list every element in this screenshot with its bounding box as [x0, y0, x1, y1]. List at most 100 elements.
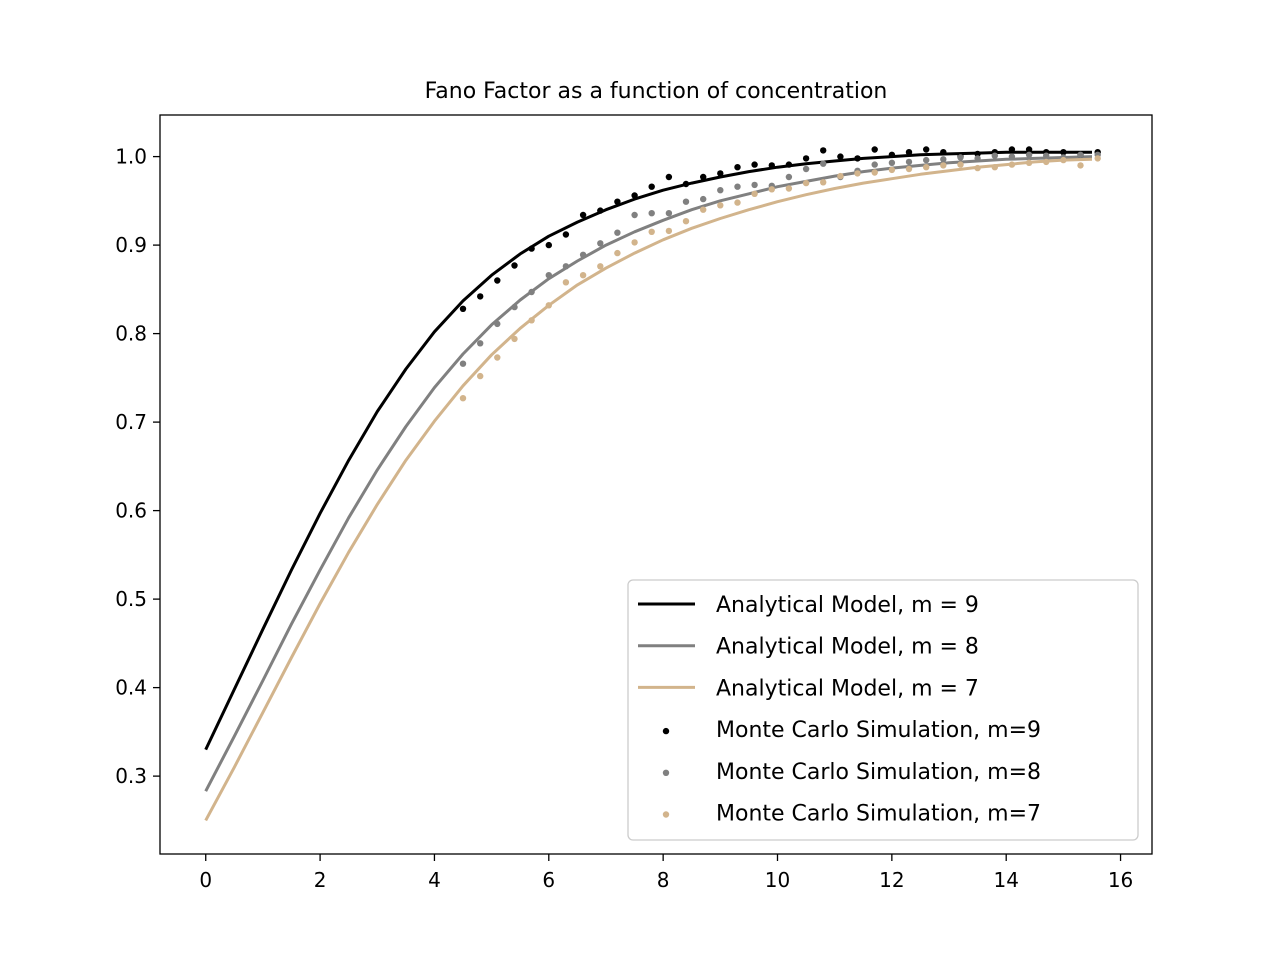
- scatter-point: [511, 335, 518, 343]
- scatter-point: [648, 210, 655, 217]
- scatter-point: [597, 207, 604, 214]
- legend-label: Analytical Model, m = 9: [716, 593, 979, 618]
- scatter-point: [802, 165, 810, 173]
- scatter-point: [682, 218, 690, 225]
- legend-label: Analytical Model, m = 7: [716, 676, 979, 701]
- scatter-point: [751, 161, 758, 168]
- x-tick-label: 12: [879, 868, 904, 892]
- scatter-point: [785, 173, 793, 181]
- scatter-point: [871, 169, 878, 176]
- scatter-point: [837, 153, 844, 160]
- scatter-point: [734, 164, 741, 171]
- scatter-point: [459, 305, 467, 312]
- scatter-point: [940, 149, 947, 156]
- scatter-point: [700, 195, 707, 203]
- series-line-2: [204, 157, 1093, 822]
- scatter-point: [974, 164, 981, 172]
- scatter-point: [459, 360, 467, 367]
- y-tick-label: 0.8: [115, 322, 147, 346]
- scatter-point: [940, 156, 947, 163]
- scatter-point: [854, 170, 861, 177]
- scatter-point: [1077, 162, 1084, 169]
- scatter-point: [991, 152, 998, 159]
- scatter-point: [665, 227, 673, 235]
- x-tick-label: 4: [428, 868, 441, 892]
- legend-label: Analytical Model, m = 8: [716, 635, 979, 660]
- scatter-point: [940, 162, 947, 169]
- scatter-point: [820, 179, 827, 186]
- y-tick-label: 0.4: [115, 676, 147, 700]
- scatter-point: [923, 146, 930, 153]
- series-layer: [204, 146, 1101, 822]
- x-tick-label: 16: [1108, 868, 1133, 892]
- scatter-point: [1077, 151, 1084, 158]
- scatter-point: [648, 228, 655, 235]
- scatter-point: [545, 241, 552, 249]
- scatter-point: [477, 372, 484, 380]
- scatter-point: [905, 158, 913, 166]
- scatter-point: [614, 198, 621, 205]
- scatter-point: [1060, 149, 1067, 156]
- y-tick-label: 0.9: [115, 233, 147, 257]
- scatter-point: [631, 239, 638, 246]
- y-tick-label: 1.0: [115, 145, 147, 169]
- legend-label: Monte Carlo Simulation, m=8: [716, 760, 1041, 785]
- scatter-point: [597, 240, 604, 247]
- scatter-point: [802, 179, 810, 187]
- scatter-point: [768, 162, 775, 169]
- legend-marker-swatch: [662, 769, 670, 776]
- x-tick-label: 2: [314, 868, 327, 892]
- scatter-point: [974, 155, 981, 162]
- scatter-point: [631, 192, 638, 199]
- scatter-point: [1008, 146, 1016, 153]
- scatter-point: [597, 263, 604, 270]
- scatter-point: [528, 288, 535, 296]
- scatter-point: [768, 186, 775, 193]
- scatter-point: [1008, 153, 1016, 160]
- legend: Analytical Model, m = 9 Analytical Model,…: [627, 579, 1139, 841]
- scatter-point: [1043, 152, 1050, 159]
- scatter-point: [682, 198, 690, 205]
- scatter-point: [700, 173, 707, 181]
- scatter-point: [905, 149, 913, 156]
- x-axis: 0 2 4 6 8 10 12 14 16: [199, 854, 1133, 892]
- scatter-point: [1043, 158, 1050, 166]
- scatter-point: [614, 229, 621, 236]
- scatter-point: [562, 279, 570, 286]
- y-tick-label: 0.3: [115, 764, 147, 788]
- scatter-point: [665, 210, 673, 217]
- scatter-point: [579, 211, 587, 219]
- scatter-point: [957, 154, 964, 161]
- scatter-point: [802, 155, 810, 162]
- y-tick-label: 0.5: [115, 587, 147, 611]
- scatter-point: [871, 146, 878, 153]
- plot-frame: [159, 114, 1153, 855]
- scatter-point: [1008, 161, 1016, 168]
- scatter-point: [820, 147, 827, 154]
- scatter-point: [785, 161, 793, 168]
- scatter-point: [888, 151, 896, 158]
- scatter-point: [665, 173, 673, 181]
- scatter-point: [974, 150, 981, 158]
- scatter-point: [528, 245, 535, 252]
- scatter-point: [477, 293, 484, 300]
- x-tick-label: 14: [993, 868, 1018, 892]
- scatter-point: [562, 263, 570, 270]
- y-tick-label: 0.6: [115, 499, 147, 523]
- scatter-point: [734, 183, 741, 190]
- legend-label: Monte Carlo Simulation, m=9: [716, 718, 1041, 743]
- scatter-point: [888, 159, 896, 166]
- scatter-point: [579, 272, 587, 279]
- scatter-point: [682, 180, 690, 188]
- scatter-point: [579, 251, 587, 258]
- scatter-point: [991, 164, 998, 171]
- scatter-point: [871, 161, 878, 168]
- x-tick-label: 10: [765, 868, 790, 892]
- scatter-point: [459, 395, 467, 402]
- scatter-point: [631, 211, 638, 219]
- scatter-point: [511, 303, 518, 311]
- x-tick-label: 8: [657, 868, 670, 892]
- x-tick-label: 0: [199, 868, 212, 892]
- x-tick-label: 6: [542, 868, 555, 892]
